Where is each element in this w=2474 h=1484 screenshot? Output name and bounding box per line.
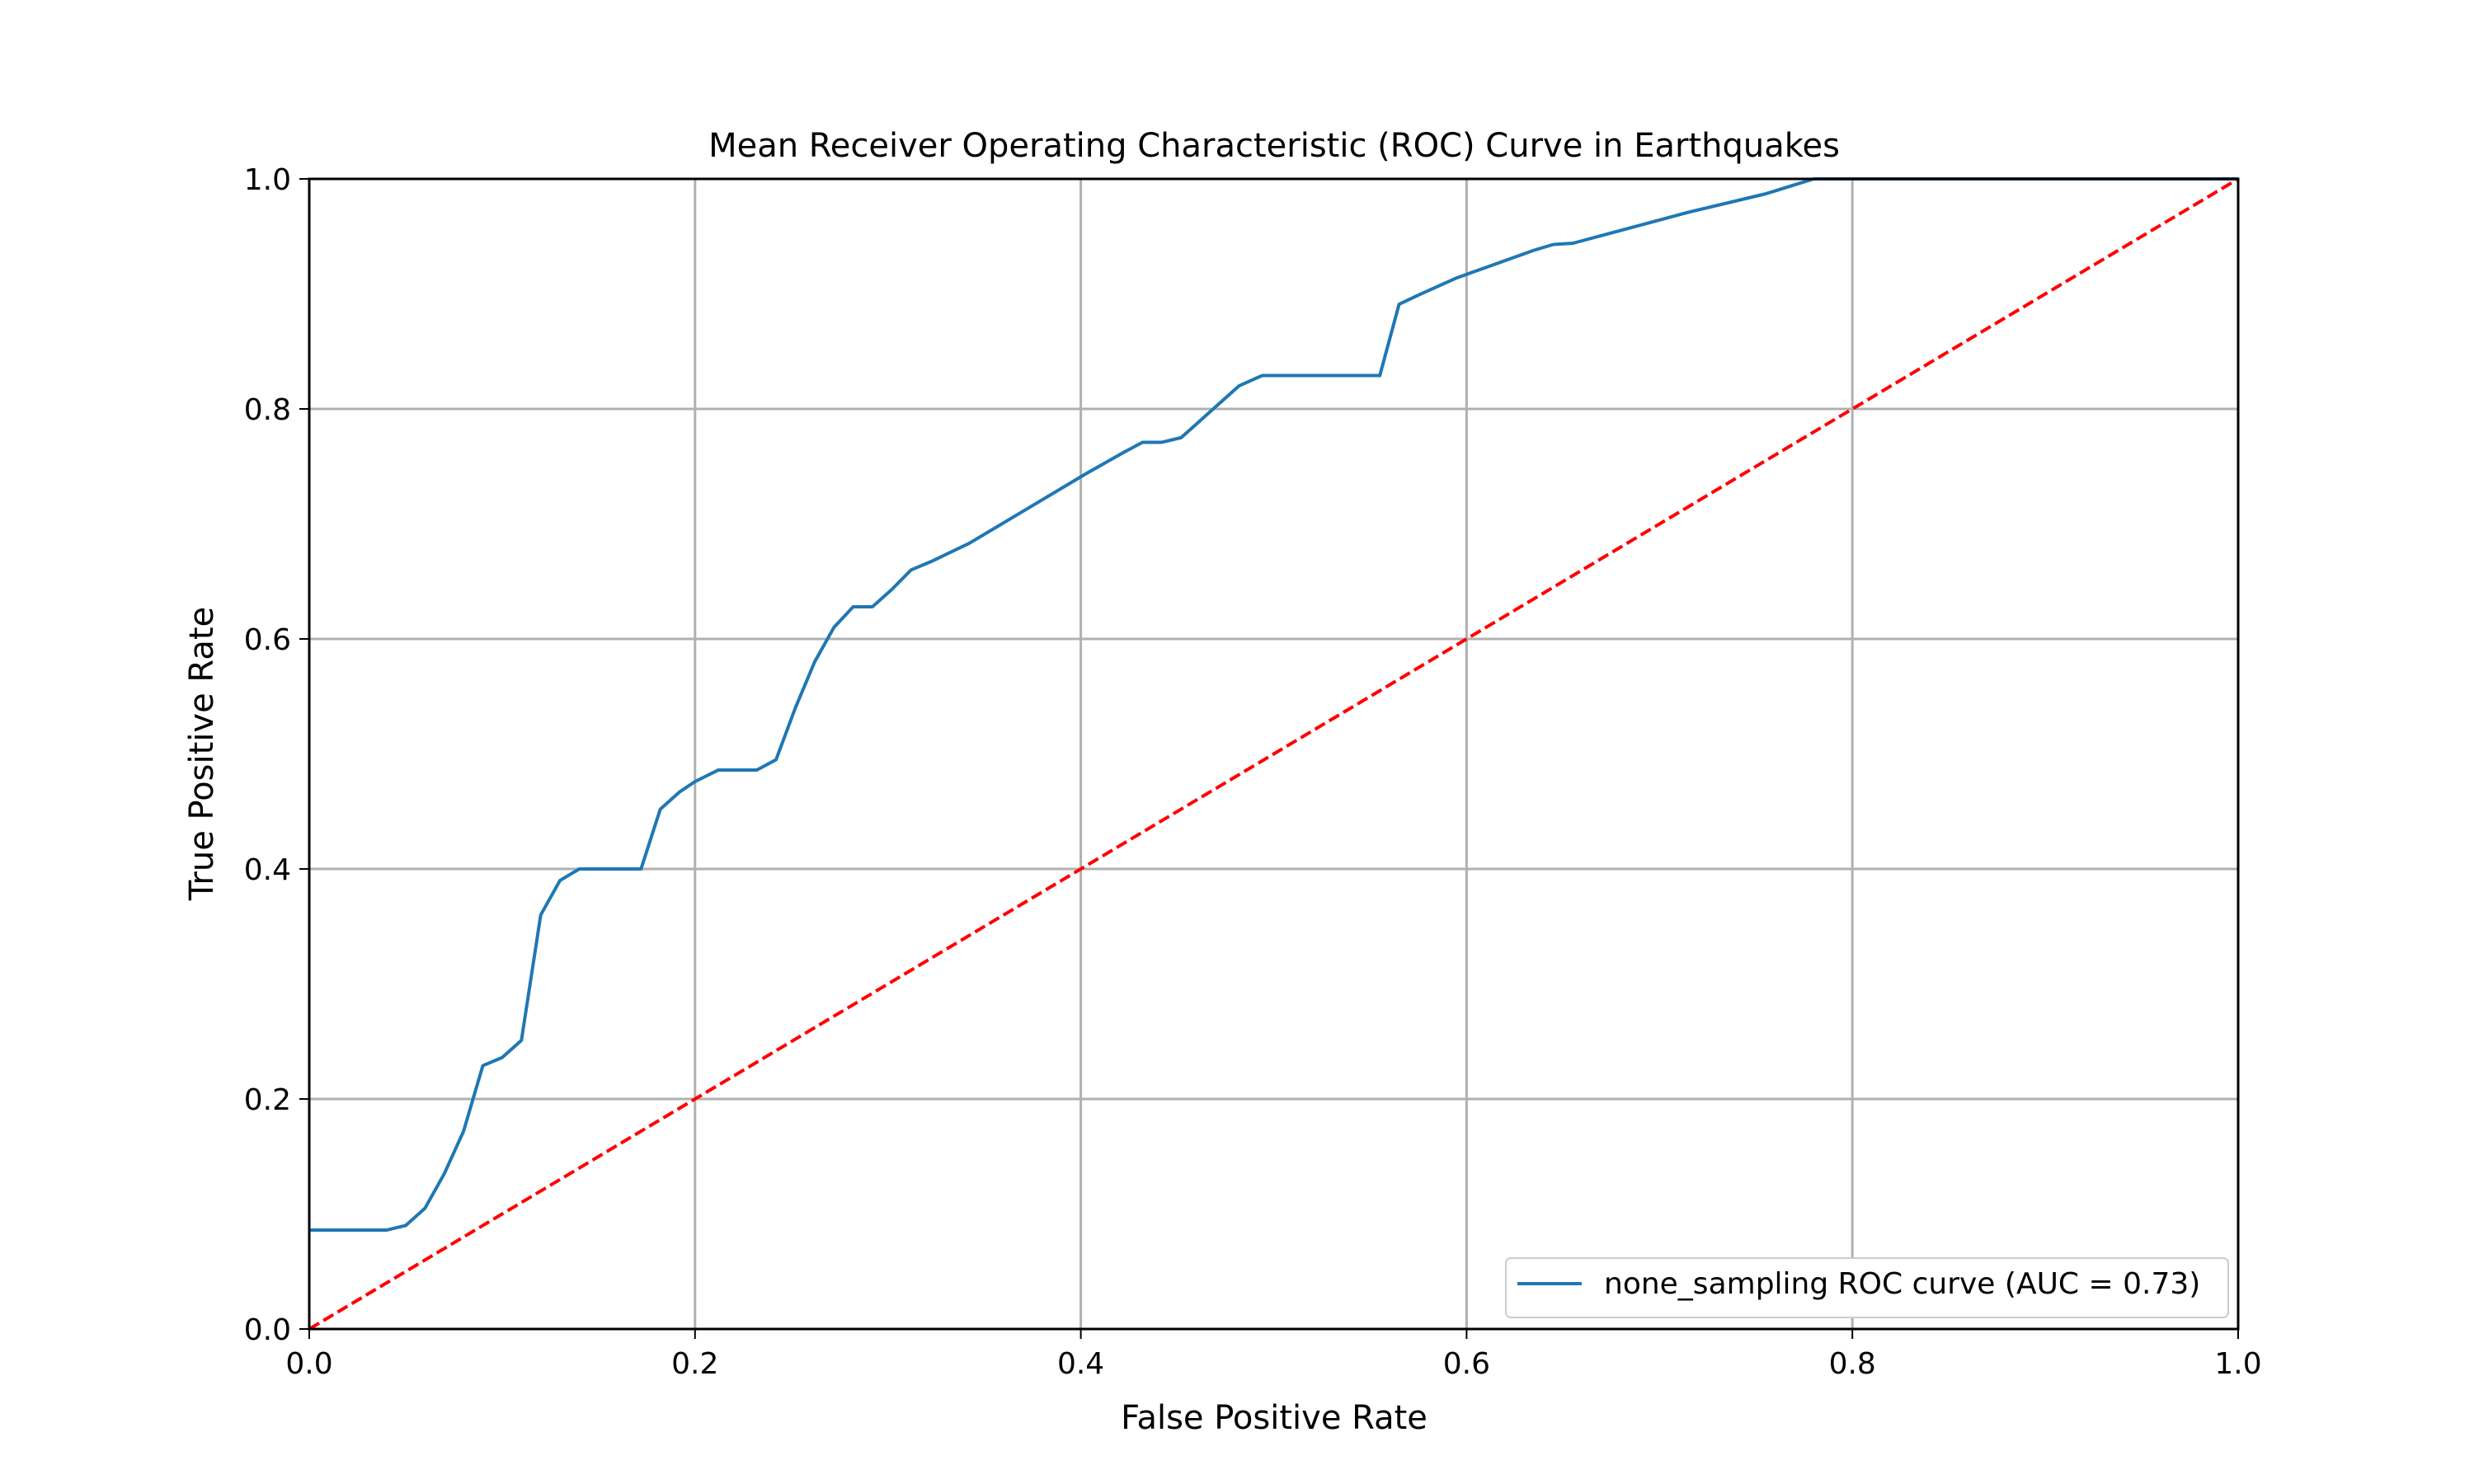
y-tick-label: 0.8 [244,393,291,427]
y-axis-label: True Positive Rate [183,607,221,901]
legend-box [1505,1257,2229,1318]
y-tick-label: 0.0 [244,1313,291,1347]
x-tick-label: 0.2 [671,1347,718,1381]
axis-ticks: 0.0 0.2 0.4 0.6 0.8 1.0 0.0 0.2 0.4 0.6 0.8 1.0 [244,163,2262,1381]
roc-curve-line [309,177,2238,1233]
plot-series [308,177,2240,1331]
legend: none_sampling ROC curve (AUC = 0.73) [1505,1257,2229,1318]
y-tick-label: 0.4 [244,853,291,887]
y-tick-label: 1.0 [244,163,291,197]
x-axis-label: False Positive Rate [1121,1399,1427,1437]
x-tick-label: 0.8 [1829,1347,1876,1381]
x-tick-label: 1.0 [2214,1347,2261,1381]
x-tick-label: 0.0 [285,1347,332,1381]
x-tick-label: 0.6 [1443,1347,1490,1381]
y-tick-label: 0.6 [244,623,291,657]
x-tick-label: 0.4 [1057,1347,1104,1381]
chart-title: Mean Receiver Operating Characteristic (… [708,127,1840,165]
chance-diagonal-line [308,177,2240,1331]
y-tick-label: 0.2 [244,1083,291,1117]
plot-frame [308,177,2240,1331]
legend-label: none_sampling ROC curve (AUC = 0.73) [1604,1267,2200,1301]
